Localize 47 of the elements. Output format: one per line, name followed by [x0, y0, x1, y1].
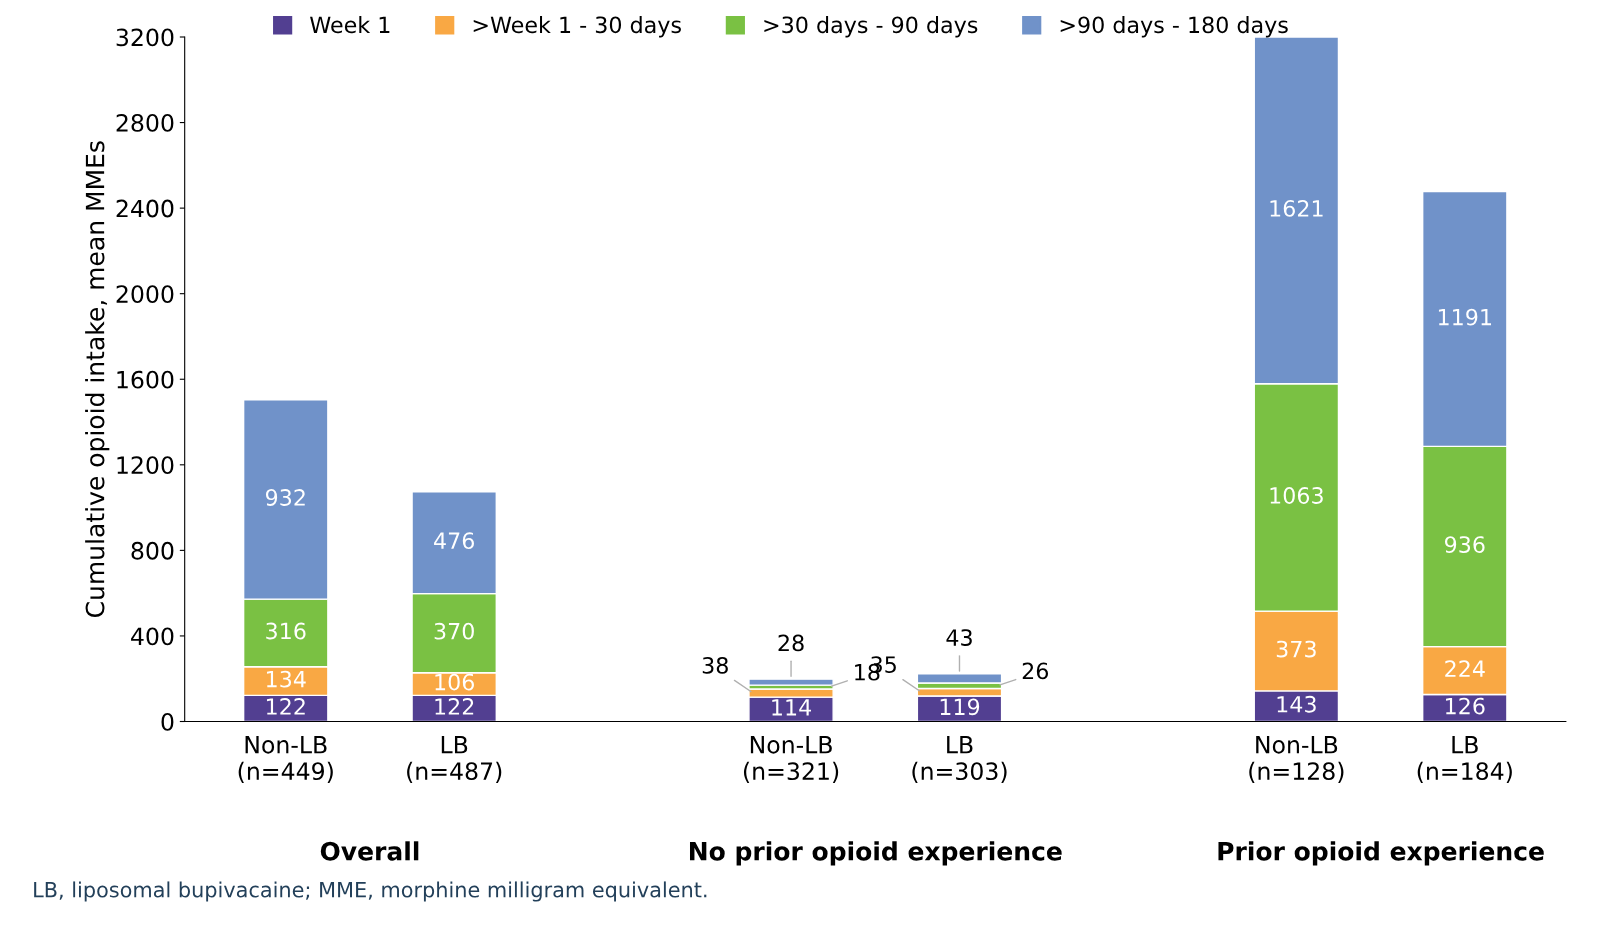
legend-label: >90 days - 180 days — [1060, 16, 1288, 38]
legend-label: >Week 1 - 30 days — [473, 16, 681, 38]
data-label: 476 — [434, 532, 474, 550]
y-tick-label: 1600 — [117, 370, 174, 389]
y-axis-title: Cumulative opioid intake, mean MMEs — [85, 141, 110, 618]
bar — [748, 678, 834, 686]
x-tick-label: LB (n=184) — [1417, 736, 1512, 783]
y-tick-label: 2800 — [116, 114, 174, 132]
y-tick-label: 2400 — [116, 199, 174, 218]
data-label: 119 — [940, 698, 980, 716]
data-label: 1621 — [1270, 200, 1323, 217]
text: Overall — [320, 841, 419, 861]
data-label: 26 — [1022, 662, 1049, 680]
x-tick-label: Non-LB (n=128) — [1249, 736, 1344, 783]
legend-label: >30 days - 90 days — [764, 16, 978, 38]
data-label: 122 — [435, 698, 474, 715]
data-label: 1191 — [1438, 308, 1492, 326]
x-tick-label: Non-LB (n=321) — [743, 736, 839, 783]
data-label: 106 — [435, 673, 474, 691]
data-label: 134 — [266, 670, 306, 688]
data-label: 932 — [265, 489, 305, 506]
data-label: 126 — [1446, 697, 1485, 715]
data-label: 373 — [1276, 640, 1316, 658]
data-label: 224 — [1445, 660, 1485, 677]
y-tick-label: 1200 — [117, 456, 174, 475]
y-tick-label: 400 — [131, 627, 174, 646]
data-label: 143 — [1277, 695, 1316, 713]
data-label: 28 — [778, 634, 804, 652]
data-label: 114 — [772, 699, 812, 716]
y-tick-label: 800 — [131, 541, 174, 560]
text: LB, liposomal bupivacaine; MME, morphine milligram equivalent. — [34, 881, 707, 902]
data-label: 43 — [946, 629, 972, 646]
x-tick-label: LB (n=303) — [912, 736, 1007, 783]
data-label: 122 — [266, 698, 305, 715]
y-tick-label: 0 — [161, 712, 174, 731]
data-label: 936 — [1444, 536, 1485, 553]
data-label: 370 — [434, 622, 474, 640]
text: No prior opioid experience — [689, 841, 1062, 866]
legend-label: Week 1 — [310, 16, 390, 34]
x-tick-label: LB (n=487) — [407, 736, 502, 783]
x-tick-label: Non-LB (n=449) — [238, 736, 333, 783]
data-label: 1063 — [1270, 487, 1323, 504]
data-label: 38 — [702, 656, 728, 674]
text: Prior opioid experience — [1218, 841, 1544, 866]
y-tick-label: 2000 — [116, 285, 174, 303]
data-label: 316 — [266, 622, 306, 640]
y-tick-label: 3200 — [116, 28, 174, 47]
